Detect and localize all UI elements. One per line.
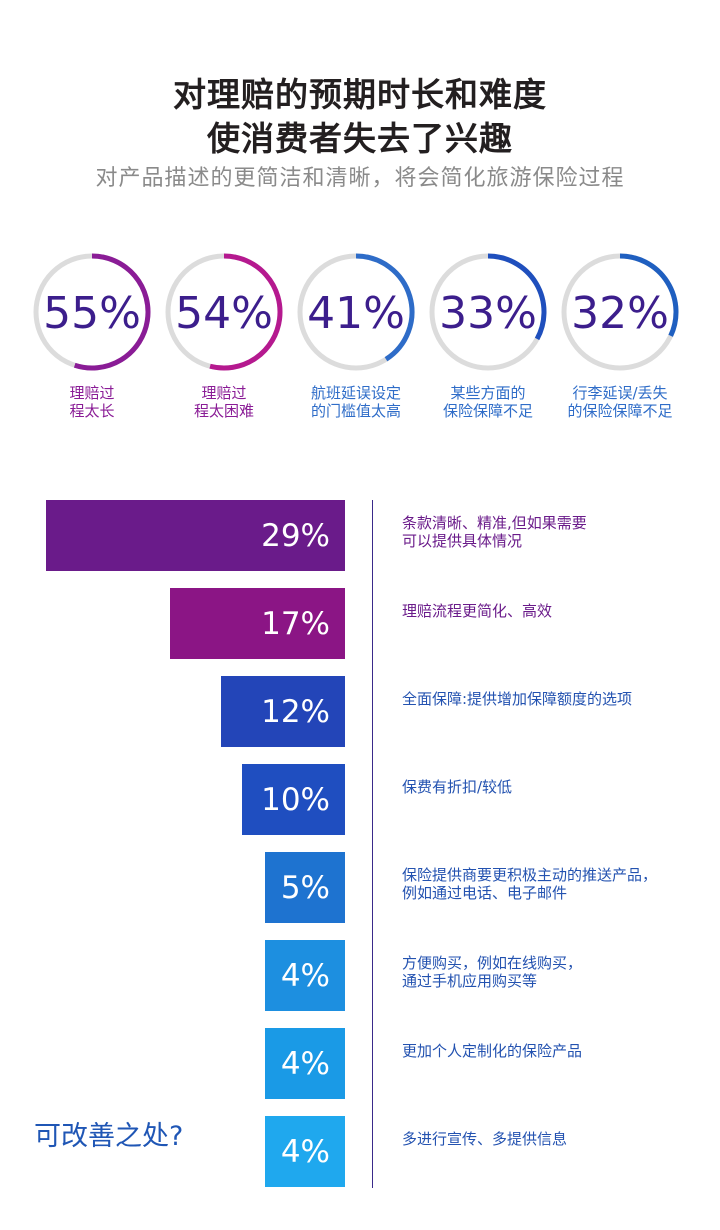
bar-7: 4%: [265, 1028, 345, 1099]
ring-label-line: 理赔过: [201, 384, 246, 402]
bar-label-line: 方便购买，例如在线购买，: [402, 954, 583, 972]
ring-value-text: 32%: [571, 288, 669, 339]
ring-label-line: 程太长: [69, 402, 114, 420]
ring-progress-arc: [355, 253, 415, 362]
ring-label-line: 程太困难: [194, 402, 254, 420]
bar-4: 10%: [242, 764, 345, 835]
bar-label-line: 可以提供具体情况: [402, 532, 523, 550]
bar-label-4: 保费有折扣/较低: [402, 778, 702, 796]
bar-1: 29%: [46, 500, 345, 571]
bar-label-line: 保费有折扣/较低: [402, 778, 513, 796]
ring-value-text: 54%: [175, 288, 273, 339]
ring-progress-arc: [73, 253, 151, 371]
bar-axis-line: [372, 500, 373, 1188]
ring-value-text: 55%: [43, 288, 141, 339]
bar-label-7: 更加个人定制化的保险产品: [402, 1042, 702, 1060]
bar-label-line: 理赔流程更简化、高效: [402, 602, 553, 620]
bar-2: 17%: [170, 588, 345, 659]
ring-label-line: 保险保障不足: [443, 402, 533, 420]
bar-label-line: 例如通过电话、电子邮件: [402, 884, 568, 902]
bar-label-line: 条款清晰、精准,但如果需要: [402, 514, 587, 532]
bar-label-line: 更加个人定制化的保险产品: [402, 1042, 583, 1060]
ring-value-text: 33%: [439, 288, 537, 339]
bar-label-5: 保险提供商要更积极主动的推送产品， 例如通过电话、电子邮件: [402, 866, 702, 902]
bar-6: 4%: [265, 940, 345, 1011]
bar-label-3: 全面保障:提供增加保障额度的选项: [402, 690, 702, 708]
bar-5: 5%: [265, 852, 345, 923]
bar-8: 4%: [265, 1116, 345, 1187]
bar-label-1: 条款清晰、精准,但如果需要 可以提供具体情况: [402, 514, 702, 550]
bar-label-2: 理赔流程更简化、高效: [402, 602, 702, 620]
ring-label-line: 的门槛值太高: [311, 402, 401, 420]
ring-label-line: 的保险保障不足: [567, 402, 672, 420]
ring-label-line: 航班延误设定: [311, 384, 401, 402]
ring-label-line: 行李延误/丢失: [572, 384, 667, 402]
bar-label-6: 方便购买，例如在线购买， 通过手机应用购买等: [402, 954, 702, 990]
page-subtitle: 对产品描述的更简洁和清晰，将会简化旅游保险过程: [95, 166, 625, 191]
bar-3: 12%: [221, 676, 345, 747]
bar-label-line: 保险提供商要更积极主动的推送产品，: [402, 866, 658, 884]
bar-label-line: 全面保障:提供增加保障额度的选项: [402, 690, 633, 708]
ring-value-text: 41%: [307, 288, 405, 339]
ring-progress-arc: [487, 253, 547, 341]
bar-label-line: 多进行宣传、多提供信息: [402, 1130, 568, 1148]
bar-label-8: 多进行宣传、多提供信息: [402, 1130, 702, 1148]
bar-label-line: 通过手机应用购买等: [402, 972, 538, 990]
page-title-line-2: 使消费者失去了兴趣: [207, 119, 513, 158]
page-title-line-1: 对理赔的预期时长和难度: [173, 75, 547, 114]
ring-chart-group: 55%理赔过程太长54%理赔过程太困难41%航班延误设定的门槛值太高33%某些方…: [33, 253, 679, 420]
improvement-callout: 可改善之处?: [34, 1121, 184, 1152]
ring-progress-arc: [619, 253, 679, 337]
bar-chart: 29% 条款清晰、精准,但如果需要 可以提供具体情况 17% 理赔流程更简化、高效 12%…: [0, 490, 720, 1190]
ring-label-line: 理赔过: [69, 384, 114, 402]
ring-progress-arc: [209, 253, 283, 371]
ring-label-line: 某些方面的: [450, 384, 525, 402]
